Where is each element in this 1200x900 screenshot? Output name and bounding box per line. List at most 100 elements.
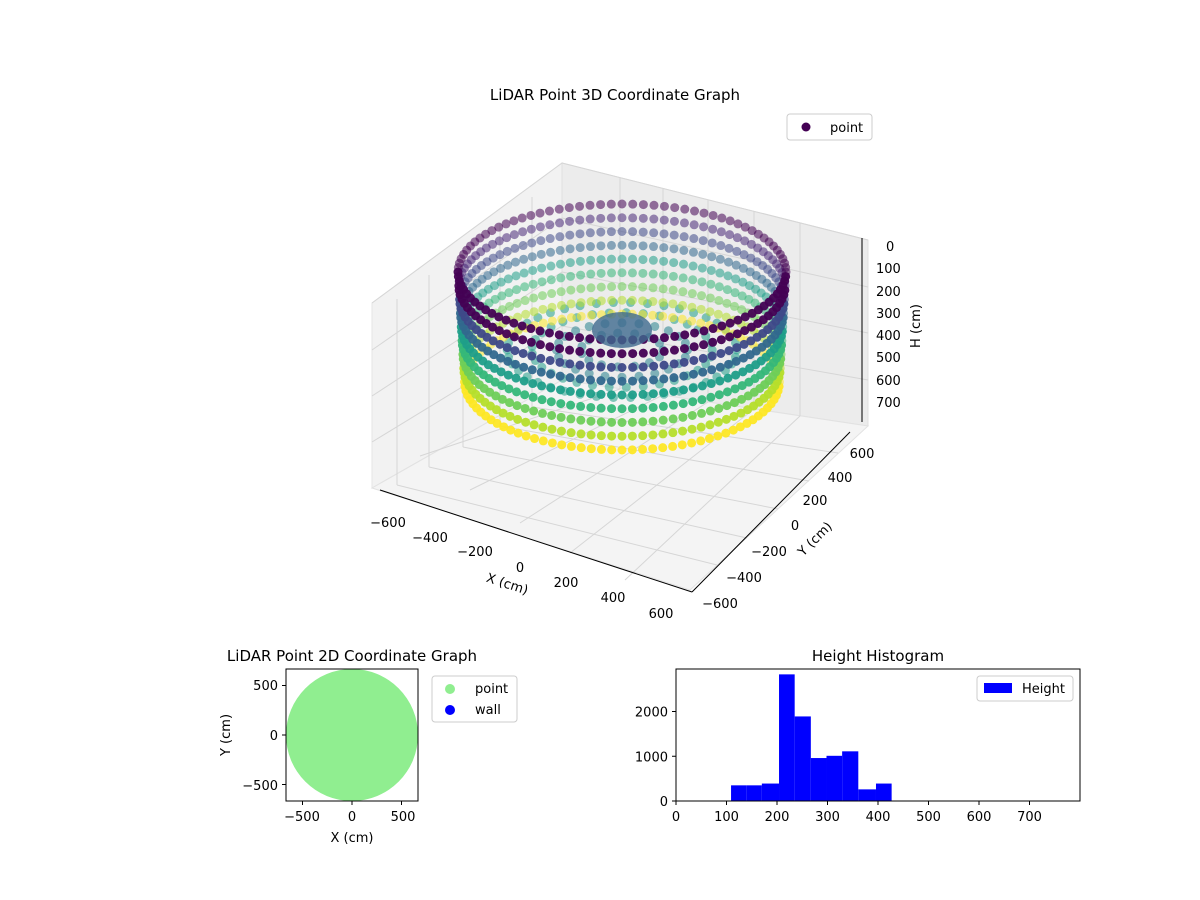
- lidar-point: [521, 417, 531, 427]
- lidar-point: [747, 308, 757, 318]
- lidar-point: [586, 310, 596, 320]
- lidar-point: [738, 263, 748, 273]
- lidar-point: [575, 346, 585, 356]
- lidar-point: [659, 374, 669, 384]
- lidar-point: [739, 250, 749, 260]
- lidar-point: [740, 236, 750, 246]
- histogram-y-ticks: 0 1000 2000: [635, 706, 676, 810]
- y-tick-labels-3d: −600 −400 −200 0 200 400 600: [702, 447, 874, 612]
- legend-hist-box: [976, 675, 1074, 702]
- lidar-point: [586, 255, 596, 265]
- hist-x-tick: 100: [714, 810, 739, 825]
- lidar-point: [617, 295, 627, 305]
- lidar-point: [617, 240, 627, 250]
- lidar-point: [736, 408, 746, 418]
- lidar-point: [658, 284, 668, 294]
- lidar-point: [537, 408, 547, 418]
- legend-hist: Height: [976, 675, 1074, 702]
- lidar-point: [745, 363, 755, 373]
- lidar-point: [546, 383, 556, 393]
- lidar-point: [696, 436, 706, 446]
- points-2d: [286, 669, 418, 801]
- lidar-point: [688, 397, 698, 407]
- lidar-point: [617, 445, 627, 455]
- lidar-point: [617, 390, 627, 400]
- lidar-point: [596, 282, 606, 292]
- lidar-point: [659, 215, 669, 225]
- z-tick-3d: 600: [876, 374, 901, 389]
- histogram-bar: [731, 785, 747, 801]
- lidar-point: [537, 277, 547, 287]
- lidar-point: [678, 273, 688, 283]
- lidar-point: [585, 242, 595, 252]
- lidar-point: [628, 254, 638, 264]
- z-tick-3d: 0: [886, 240, 894, 255]
- lidar-point: [628, 362, 638, 372]
- lidar-point: [649, 347, 659, 357]
- lidar-point: [538, 422, 548, 432]
- lidar-point: [576, 298, 586, 308]
- lidar-point: [575, 374, 585, 384]
- lidar-point: [547, 302, 557, 312]
- lidar-point: [575, 256, 585, 266]
- lidar-point: [730, 288, 740, 298]
- legend-2d-marker-point: [445, 684, 455, 694]
- lidar-point: [536, 249, 546, 259]
- lidar-point: [529, 406, 539, 416]
- lidar-point: [725, 230, 735, 240]
- lidar-point: [535, 208, 545, 218]
- points-2d-disc: [286, 669, 418, 801]
- lidar-point: [576, 284, 586, 294]
- lidar-point: [668, 400, 678, 410]
- lidar-point: [617, 349, 627, 359]
- lidar-point: [606, 349, 616, 359]
- x-tick-3d: 0: [516, 561, 524, 576]
- lidar-point: [494, 222, 504, 232]
- lidar-point: [697, 408, 707, 418]
- lidar-point: [628, 199, 638, 209]
- lidar-point: [545, 355, 555, 365]
- lidar-point: [596, 241, 606, 251]
- lidar-point: [564, 203, 574, 213]
- lidar-point: [648, 430, 658, 440]
- lidar-point: [723, 373, 733, 383]
- lidar-point: [698, 236, 708, 246]
- lidar-point: [519, 254, 529, 264]
- lidar-point: [495, 339, 505, 349]
- lidar-point: [638, 268, 648, 278]
- lidar-point: [596, 444, 606, 454]
- lidar-point: [554, 204, 564, 214]
- lidar-point: [596, 403, 606, 413]
- lidar-point: [547, 410, 557, 420]
- lidar-point: [556, 287, 566, 297]
- lidar-point: [576, 311, 586, 321]
- lidar-point: [617, 227, 627, 236]
- lidar-point: [731, 370, 741, 380]
- lidar-point: [689, 342, 699, 352]
- lidar-point: [586, 283, 596, 293]
- lidar-point: [696, 422, 706, 432]
- lidar-point: [497, 394, 507, 404]
- lidar-point: [521, 431, 531, 441]
- lidar-point: [571, 326, 581, 336]
- lidar-point: [501, 315, 511, 325]
- x-tick-3d: −600: [370, 516, 406, 531]
- lidar-point: [566, 414, 576, 424]
- lidar-point: [586, 269, 596, 279]
- lidar-point: [555, 344, 565, 354]
- lidar-point: [689, 234, 699, 244]
- z-tick-3d: 500: [876, 351, 901, 366]
- lidar-point: [729, 411, 739, 421]
- lidar-point: [576, 401, 586, 411]
- lidar-point: [606, 227, 616, 237]
- lidar-point: [527, 351, 537, 361]
- lidar-point: [627, 404, 637, 414]
- lidar-point: [538, 304, 548, 314]
- lidar-point: [488, 336, 498, 346]
- lidar-point: [585, 214, 595, 224]
- lidar-point: [510, 243, 520, 253]
- lidar-point: [649, 214, 659, 224]
- lidar-point: [724, 346, 734, 356]
- lidar-point: [537, 291, 547, 301]
- lidar-point: [545, 342, 555, 352]
